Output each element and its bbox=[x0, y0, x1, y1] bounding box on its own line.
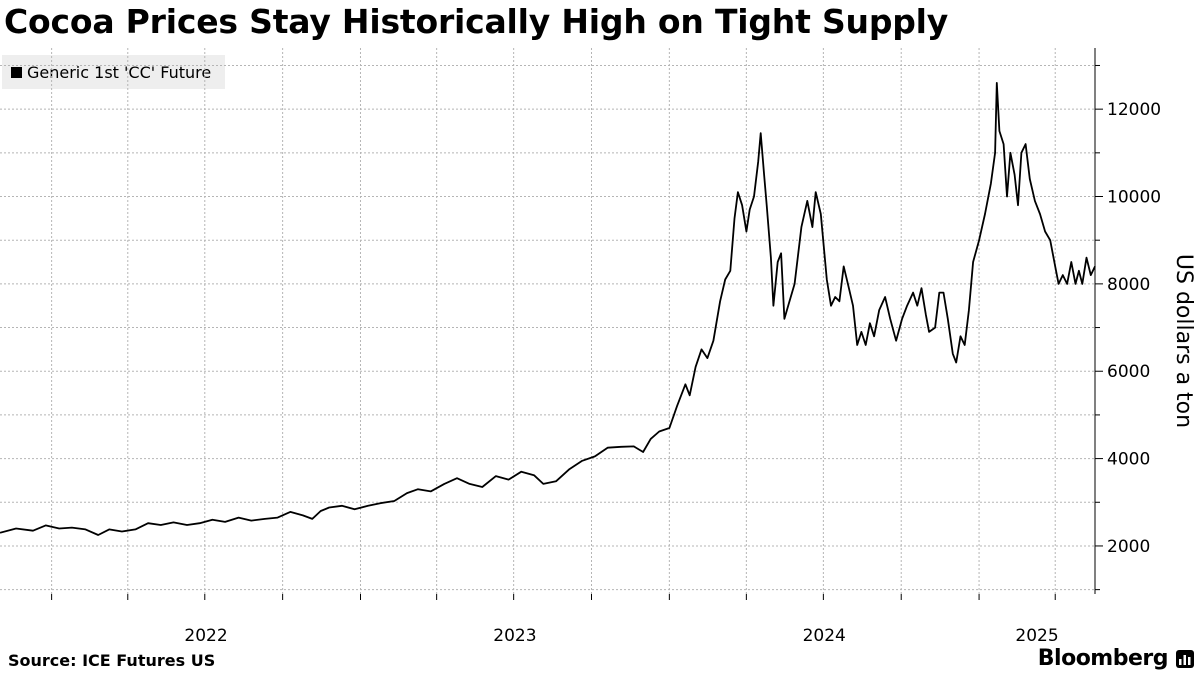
square-swatch-icon bbox=[11, 66, 22, 78]
axes: 2000 4000 6000 8000 10000 12000 2022 2023 2024 20… bbox=[51, 48, 1161, 646]
series-line bbox=[0, 82, 1096, 536]
legend: Generic 1st 'CC' Future bbox=[2, 55, 225, 89]
y-axis-label: US dollars a ton bbox=[1171, 254, 1196, 428]
x-tick-label: 2025 bbox=[1015, 626, 1058, 646]
y-tick-label: 6000 bbox=[1107, 362, 1150, 382]
legend-label: Generic 1st 'CC' Future bbox=[27, 62, 212, 82]
y-tick-label: 2000 bbox=[1107, 537, 1150, 557]
bloomberg-chart-icon bbox=[1176, 650, 1194, 668]
x-tick-label: 2022 bbox=[184, 626, 227, 646]
series-layer bbox=[0, 82, 1096, 536]
y-tick-label: 10000 bbox=[1107, 188, 1161, 208]
source-note: Source: ICE Futures US bbox=[8, 651, 216, 670]
x-tick-label: 2023 bbox=[493, 626, 536, 646]
brand-logo: Bloomberg bbox=[1037, 646, 1169, 671]
grid-lines bbox=[0, 48, 1095, 594]
y-tick-label: 12000 bbox=[1107, 100, 1161, 120]
x-tick-label: 2024 bbox=[803, 626, 846, 646]
y-tick-label: 8000 bbox=[1107, 275, 1150, 295]
y-tick-label: 4000 bbox=[1107, 450, 1150, 470]
chart-title: Cocoa Prices Stay Historically High on T… bbox=[4, 2, 949, 41]
